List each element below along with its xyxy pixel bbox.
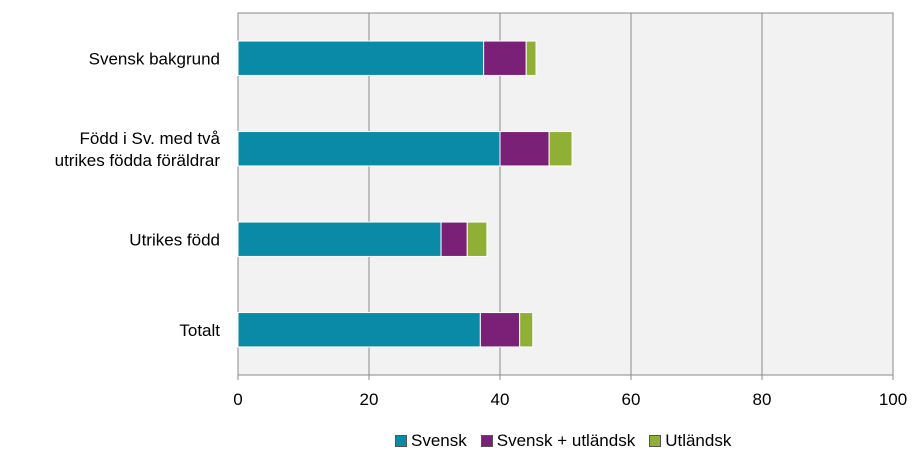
- x-tick-label: 80: [753, 390, 772, 409]
- bar-segment: [479, 312, 521, 348]
- legend-item-svensk-utlandsk: Svensk + utländsk: [480, 431, 636, 451]
- x-tick-label: 60: [622, 390, 641, 409]
- x-tick-label: 100: [879, 390, 907, 409]
- bar-segment: [519, 312, 534, 348]
- bar-segment: [548, 131, 573, 167]
- legend-item-svensk: Svensk: [395, 431, 467, 451]
- bar-segment: [499, 131, 550, 167]
- category-labels: Svensk bakgrund Född i Sv. med två utrikes…: [55, 49, 221, 340]
- bar-segment: [440, 221, 468, 257]
- x-axis-ticks: 0 20 40 60 80 100: [233, 375, 907, 409]
- legend-label: Utländsk: [665, 431, 732, 450]
- legend-swatch: [480, 435, 493, 447]
- legend-swatch: [395, 435, 407, 447]
- category-label: utrikes födda föräldrar: [55, 151, 221, 170]
- bar-segment: [525, 40, 537, 76]
- bar-segment: [483, 40, 527, 76]
- legend-label: Svensk + utländsk: [496, 431, 636, 450]
- bars: [237, 40, 573, 348]
- category-label: Totalt: [179, 321, 220, 340]
- legend: Svensk Svensk + utländsk Utländsk: [395, 431, 731, 451]
- category-label: Född i Sv. med två: [80, 129, 221, 148]
- x-tick-label: 20: [360, 390, 379, 409]
- bar-segment: [237, 40, 485, 76]
- bar-segment: [237, 131, 501, 167]
- x-tick-label: 40: [491, 390, 510, 409]
- legend-swatch: [649, 435, 662, 447]
- category-label: Svensk bakgrund: [89, 49, 220, 68]
- x-tick-label: 0: [233, 390, 242, 409]
- bar-segment: [237, 312, 481, 348]
- bar-segment: [237, 221, 442, 257]
- legend-label: Svensk: [411, 431, 467, 450]
- legend-item-utlandsk: Utländsk: [649, 431, 731, 451]
- bar-segment: [466, 221, 488, 257]
- category-label: Utrikes född: [129, 230, 220, 249]
